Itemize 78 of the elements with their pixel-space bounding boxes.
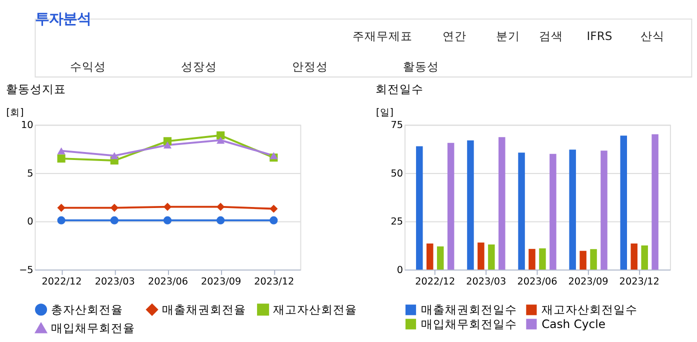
bar xyxy=(478,242,484,270)
point xyxy=(57,154,66,163)
x-tick-label: 2022/12 xyxy=(415,276,456,288)
bar xyxy=(436,246,444,270)
text: 안정성 xyxy=(292,60,328,74)
text: 산식 xyxy=(640,28,665,43)
bar xyxy=(600,150,608,270)
legend-label: 재고자산회전일수 xyxy=(542,302,638,317)
legend-label: 매입채무회전율 xyxy=(51,320,136,335)
point xyxy=(57,204,66,212)
text: 연간 xyxy=(442,28,467,43)
point xyxy=(57,147,66,154)
point xyxy=(163,142,172,149)
point xyxy=(163,202,172,211)
point xyxy=(270,216,278,224)
bar xyxy=(447,142,454,270)
point xyxy=(216,202,225,211)
text: 활동성 xyxy=(402,60,439,74)
legend-label: 매출채권회전율 xyxy=(162,302,246,317)
point xyxy=(216,136,225,144)
point xyxy=(110,152,118,160)
y-tick-label: 10 xyxy=(21,120,34,132)
x-tick-label: 2023/06 xyxy=(148,276,188,288)
legend-label: Cash Cycle xyxy=(542,316,606,331)
x-tick-label: 2023/03 xyxy=(466,276,506,288)
y-axis-title: [일] xyxy=(376,108,394,119)
point xyxy=(163,216,172,224)
text: 분기 xyxy=(496,28,520,43)
bar xyxy=(550,154,556,270)
y-tick-label: 0 xyxy=(396,264,404,276)
bar xyxy=(488,244,495,270)
y-tick-label: 25 xyxy=(390,216,404,228)
legend-label: 매입채무회전일수 xyxy=(420,316,517,331)
legend-label: 총자산회전율 xyxy=(51,302,124,317)
text: 수익성 xyxy=(70,60,106,74)
bar xyxy=(426,244,434,270)
point xyxy=(57,216,66,224)
bar xyxy=(569,150,576,270)
bar xyxy=(580,250,586,270)
x-tick-label: 2022/12 xyxy=(42,276,82,288)
point xyxy=(216,216,225,224)
bar xyxy=(620,136,628,270)
text: 투자분석 xyxy=(34,11,91,28)
text: 검색 xyxy=(539,28,564,43)
bar xyxy=(630,244,638,270)
point xyxy=(110,204,118,212)
point xyxy=(110,216,118,224)
x-tick-label: 2023/09 xyxy=(201,276,242,288)
legend-label: 재고자산회전율 xyxy=(273,302,358,317)
bar xyxy=(416,146,423,270)
text: 주재무제표 xyxy=(352,28,412,43)
point xyxy=(270,152,278,160)
bar xyxy=(539,248,546,270)
text: 성장성 xyxy=(180,60,217,74)
x-tick-label: 2023/09 xyxy=(568,276,608,288)
point xyxy=(216,131,225,140)
y-tick-label: −5 xyxy=(19,264,34,276)
bar xyxy=(590,249,597,270)
chart-title: 회전일수 xyxy=(376,82,424,96)
x-tick-label: 2023/03 xyxy=(94,276,135,288)
point xyxy=(270,204,278,213)
bar xyxy=(467,140,474,270)
x-tick-label: 2023/12 xyxy=(254,276,294,288)
y-tick-label: 0 xyxy=(27,216,34,228)
y-tick-label: 5 xyxy=(27,168,34,180)
y-tick-label: 75 xyxy=(390,120,404,132)
text: 매출채권회전일수 xyxy=(420,302,517,317)
chart-title: 활동성지표 xyxy=(6,82,66,96)
bar xyxy=(528,248,536,270)
bar xyxy=(498,137,506,270)
bar xyxy=(641,245,648,270)
bar xyxy=(652,134,658,270)
x-tick-label: 2023/06 xyxy=(517,276,558,288)
text: IFRS xyxy=(586,28,612,43)
bar xyxy=(518,152,525,270)
y-tick-label: 50 xyxy=(390,168,404,180)
y-axis-title: [회] xyxy=(6,108,24,119)
x-tick-label: 2023/12 xyxy=(619,276,660,288)
